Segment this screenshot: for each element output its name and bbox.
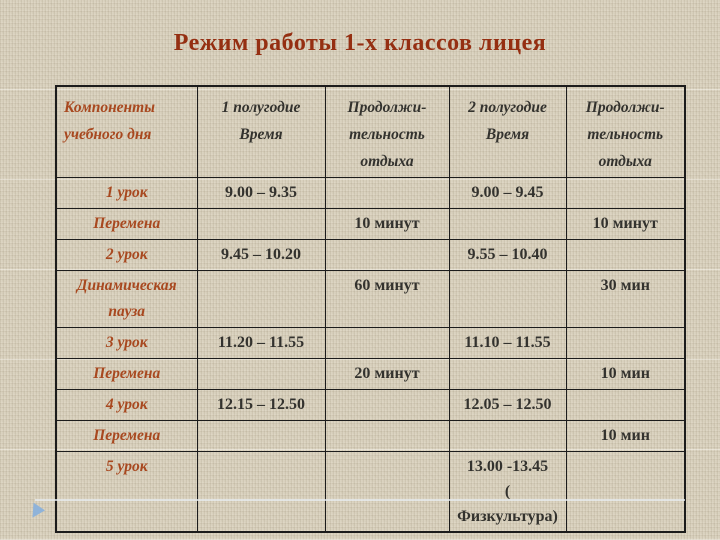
- column-header-sem1-rest: Продолжи- тельность отдыха: [324, 85, 450, 178]
- cell-sem2-rest: 30 мин: [565, 270, 686, 328]
- cell-sem2-rest: 10 мин: [565, 358, 686, 390]
- cell-sem1-rest: [324, 389, 450, 421]
- table-row: 2 урок 9.45 – 10.20 9.55 – 10.40: [55, 239, 686, 271]
- cell-sem2-time: [448, 420, 567, 452]
- column-header-sem1-time: 1 полугодие Время: [196, 85, 326, 178]
- column-header-components: Компоненты учебного дня: [55, 85, 198, 178]
- table-row: 5 урок 13.00 -13.45 ( Физкультура): [55, 451, 686, 533]
- cell-component: Перемена: [55, 358, 198, 390]
- column-header-sem2-rest: Продолжи- тельность отдыха: [565, 85, 686, 178]
- cell-sem2-rest: [565, 327, 686, 359]
- header-row: Компоненты учебного дня 1 полугодие Врем…: [55, 85, 686, 178]
- table-row: Перемена 20 минут 10 мин: [55, 358, 686, 390]
- cell-sem1-rest: [324, 451, 450, 533]
- page-title: Режим работы 1-х классов лицея: [173, 30, 547, 56]
- cell-sem1-rest: 10 минут: [324, 208, 450, 240]
- cell-sem1-time: [196, 420, 326, 452]
- cell-component: 3 урок: [55, 327, 198, 359]
- cell-sem2-time: 9.00 – 9.45: [448, 177, 567, 209]
- column-header-sem2-time: 2 полугодие Время: [448, 85, 567, 178]
- cell-sem2-time: [448, 270, 567, 328]
- cell-sem2-time: 12.05 – 12.50: [448, 389, 567, 421]
- table-row: 4 урок 12.15 – 12.50 12.05 – 12.50: [55, 389, 686, 421]
- cell-component: Перемена: [55, 208, 198, 240]
- cell-component: 4 урок: [55, 389, 198, 421]
- cell-sem1-time: 12.15 – 12.50: [196, 389, 326, 421]
- cell-sem2-rest: [565, 177, 686, 209]
- cell-component: Перемена: [55, 420, 198, 452]
- cell-sem2-rest: [565, 389, 686, 421]
- cell-sem2-time: 9.55 – 10.40: [448, 239, 567, 271]
- cell-sem1-rest: [324, 239, 450, 271]
- cell-sem1-time: [196, 270, 326, 328]
- cell-sem2-rest: 10 минут: [565, 208, 686, 240]
- footer-divider-line: [35, 499, 685, 501]
- table-row: 1 урок 9.00 – 9.35 9.00 – 9.45: [55, 177, 686, 209]
- cell-component: 5 урок: [55, 451, 198, 533]
- cell-sem1-time: 9.45 – 10.20: [196, 239, 326, 271]
- cell-component: Динамическая пауза: [55, 270, 198, 328]
- cell-sem1-time: [196, 358, 326, 390]
- schedule-table: Компоненты учебного дня 1 полугодие Врем…: [55, 85, 686, 533]
- cell-sem1-time: [196, 451, 326, 533]
- cell-component: 1 урок: [55, 177, 198, 209]
- cell-component: 2 урок: [55, 239, 198, 271]
- cell-sem2-rest: [565, 451, 686, 533]
- cell-sem2-time: [448, 358, 567, 390]
- table-row: 3 урок 11.20 – 11.55 11.10 – 11.55: [55, 327, 686, 359]
- table-row: Перемена 10 мин: [55, 420, 686, 452]
- table-row: Динамическая пауза 60 минут 30 мин: [55, 270, 686, 328]
- cell-sem1-time: 9.00 – 9.35: [196, 177, 326, 209]
- cell-sem2-time: 11.10 – 11.55: [448, 327, 567, 359]
- cell-sem1-rest: [324, 177, 450, 209]
- cell-sem2-rest: [565, 239, 686, 271]
- cell-sem1-rest: [324, 420, 450, 452]
- cell-sem1-time: 11.20 – 11.55: [196, 327, 326, 359]
- cell-sem1-rest: 20 минут: [324, 358, 450, 390]
- next-slide-arrow-icon[interactable]: [32, 502, 46, 519]
- cell-sem1-rest: 60 минут: [324, 270, 450, 328]
- cell-sem2-time: 13.00 -13.45 ( Физкультура): [448, 451, 567, 533]
- cell-sem1-rest: [324, 327, 450, 359]
- cell-sem2-time: [448, 208, 567, 240]
- cell-sem2-rest: 10 мин: [565, 420, 686, 452]
- cell-sem1-time: [196, 208, 326, 240]
- table-row: Перемена 10 минут 10 минут: [55, 208, 686, 240]
